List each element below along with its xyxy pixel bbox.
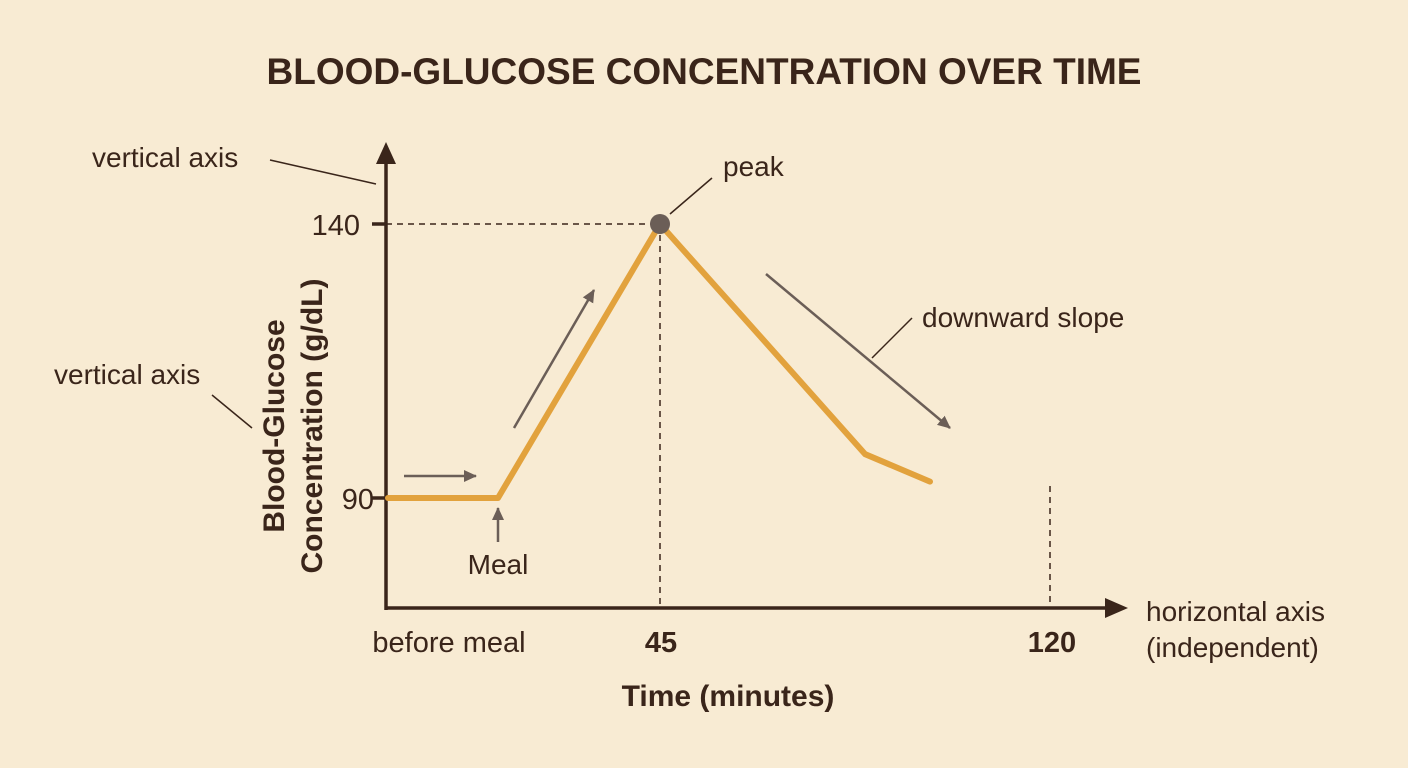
horizontal-axis-label-line1: horizontal axis bbox=[1146, 596, 1325, 627]
peak-leader-line bbox=[669, 177, 713, 215]
glucose-series-line bbox=[385, 221, 933, 501]
y-tick-label-90: 90 bbox=[342, 484, 374, 516]
meal-label: Meal bbox=[468, 549, 529, 580]
x-tick-label-before-meal: before meal bbox=[372, 627, 525, 659]
peak-label: peak bbox=[723, 151, 785, 182]
vertical-axis-top-label: vertical axis bbox=[92, 142, 238, 173]
x-tick-label-45: 45 bbox=[645, 627, 677, 659]
rising-trend-arrow bbox=[512, 289, 596, 429]
y-axis-title-line1: Blood-Glucose bbox=[258, 319, 291, 532]
falling-trend-arrow bbox=[765, 273, 951, 429]
chart-title: BLOOD-GLUCOSE CONCENTRATION OVER TIME bbox=[267, 51, 1142, 92]
vertical-axis-side-leader bbox=[211, 394, 253, 429]
x-axis-arrowhead bbox=[1105, 598, 1128, 618]
y-axis-title-line2: Concentration (g/dL) bbox=[296, 279, 329, 574]
vertical-axis-top-leader bbox=[269, 159, 377, 185]
downward-slope-label: downward slope bbox=[922, 302, 1124, 333]
peak-point bbox=[650, 214, 670, 234]
downward-slope-leader bbox=[871, 317, 913, 359]
vertical-axis-side-label: vertical axis bbox=[54, 359, 200, 390]
x-tick-label-120: 120 bbox=[1028, 627, 1076, 659]
horizontal-axis-label-line2: (independent) bbox=[1146, 632, 1319, 663]
y-tick-label-140: 140 bbox=[312, 210, 360, 242]
x-axis-title: Time (minutes) bbox=[622, 680, 835, 713]
y-axis-arrowhead bbox=[376, 142, 396, 164]
